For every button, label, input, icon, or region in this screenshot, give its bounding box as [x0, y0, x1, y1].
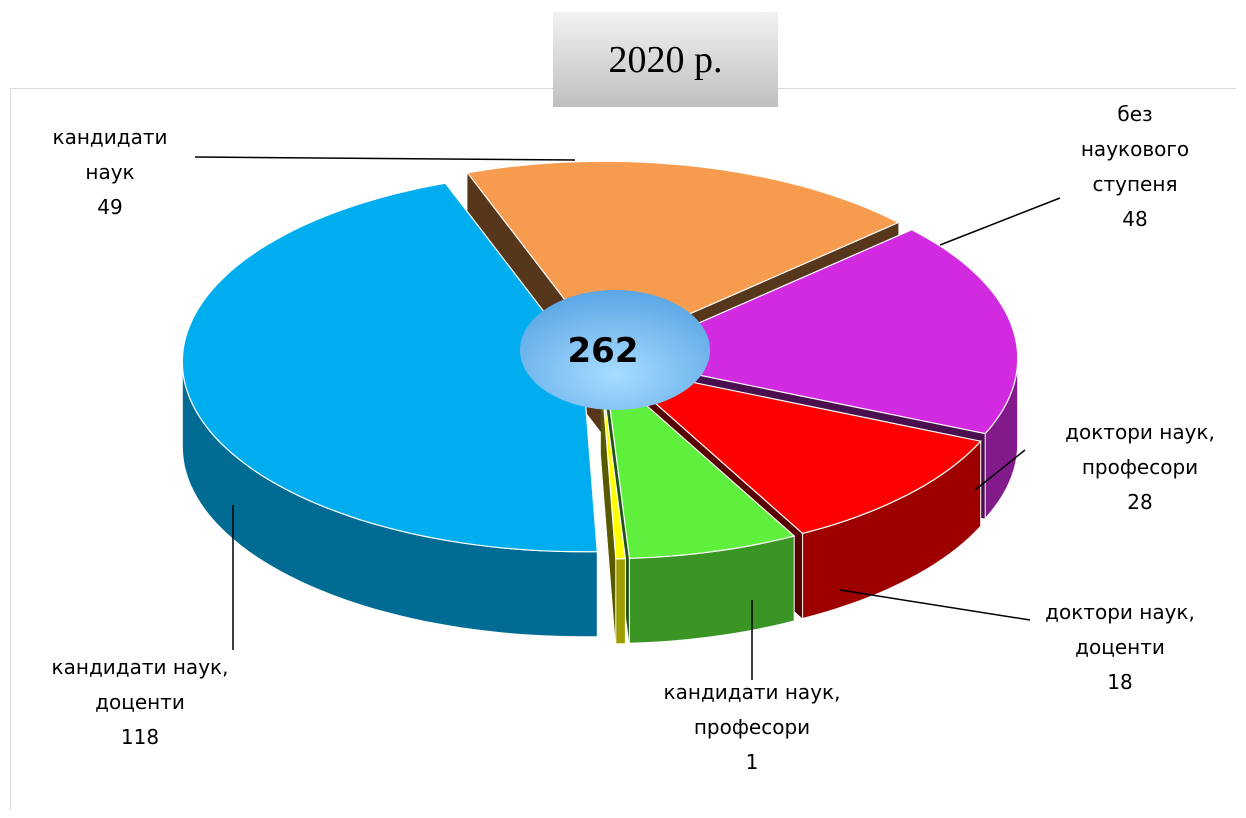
slice: [600, 368, 627, 560]
data-label: кандидати наук, доценти 118: [25, 650, 255, 755]
leader-line: [939, 197, 1061, 246]
slice: [604, 367, 796, 559]
data-label: доктори наук, професори 28: [1040, 415, 1240, 520]
category-label: без наукового ступеня: [1080, 102, 1190, 196]
data-label: кандидати наук, професори 1: [642, 675, 862, 780]
slice: [615, 229, 1019, 435]
category-label: кандидати наук, професори: [663, 680, 841, 739]
leader-line: [839, 589, 1031, 621]
category-label: доктори наук, професори: [1065, 420, 1215, 479]
category-label: кандидати наук, доценти: [51, 655, 229, 714]
center-total: 262: [568, 331, 639, 371]
value-label: 48: [1122, 207, 1148, 231]
value-label: 49: [97, 195, 123, 219]
value-label: 28: [1127, 490, 1153, 514]
category-label: доктори наук, доценти: [1045, 600, 1195, 659]
data-label: кандидати наук 49: [35, 120, 185, 225]
data-label: доктори наук, доценти 18: [1020, 595, 1220, 700]
leader-line: [974, 449, 1026, 491]
slice-side: [600, 369, 616, 644]
chart-title: 2020 р.: [553, 12, 778, 107]
slice-wall: [615, 558, 626, 645]
leader-line: [194, 156, 576, 161]
center-disc: [520, 290, 710, 410]
slice: [611, 365, 982, 535]
value-label: 1: [745, 750, 759, 774]
data-label: без наукового ступеня 48: [1075, 97, 1195, 237]
value-label: 18: [1107, 670, 1133, 694]
value-label: 118: [120, 725, 160, 749]
category-label: кандидати наук: [52, 125, 168, 184]
slice: [181, 182, 598, 553]
